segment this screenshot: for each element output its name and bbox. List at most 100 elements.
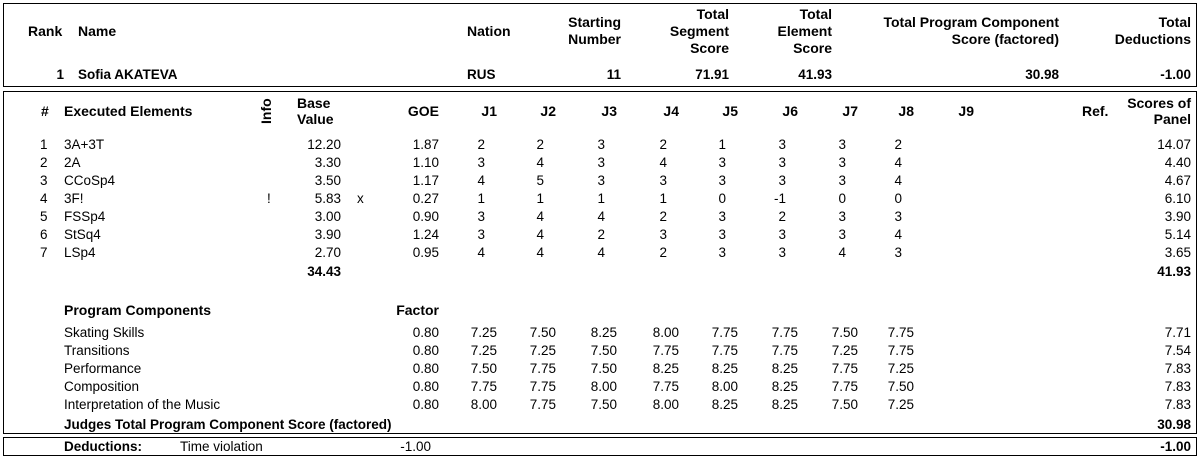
element-score-value: 41.93 bbox=[798, 67, 832, 82]
component-judge-score-j6: 7.75 bbox=[771, 343, 798, 358]
deductions-label: Deductions: bbox=[64, 439, 143, 454]
component-judge-score-j8: 7.25 bbox=[887, 397, 914, 412]
element-judge-score-j6: 3 bbox=[778, 245, 786, 260]
component-judge-score-j2: 7.25 bbox=[529, 343, 556, 358]
deductions-box: Deductions: Time violation -1.00 -1.00 bbox=[3, 437, 1197, 456]
element-row-number: 7 bbox=[40, 245, 48, 260]
element-base-value: 5.83 bbox=[314, 191, 341, 206]
nation-header: Nation bbox=[467, 23, 511, 39]
deductions-total: -1.00 bbox=[1160, 439, 1191, 454]
element-judge-score-j8: 3 bbox=[894, 245, 902, 260]
deduction-item-name: Time violation bbox=[180, 439, 263, 454]
judge-header-8: J8 bbox=[898, 103, 914, 119]
element-judge-score-j6: 3 bbox=[778, 227, 786, 242]
judge-header-3: J3 bbox=[601, 103, 617, 119]
element-judge-score-j4: 3 bbox=[659, 227, 667, 242]
component-judge-score-j4: 8.00 bbox=[652, 325, 679, 340]
name-header: Name bbox=[78, 23, 117, 39]
element-goe: 1.87 bbox=[412, 137, 439, 152]
element-judge-score-j6: 3 bbox=[778, 155, 786, 170]
element-judge-score-j4: 2 bbox=[659, 245, 667, 260]
component-judge-score-j5: 8.25 bbox=[711, 397, 738, 412]
component-judge-score-j8: 7.75 bbox=[887, 325, 914, 340]
element-panel-score: 3.65 bbox=[1164, 245, 1191, 260]
deductions-header-line2: Deductions bbox=[1114, 31, 1191, 47]
judge-header-4: J4 bbox=[663, 103, 679, 119]
element-judge-score-j1: 3 bbox=[477, 209, 485, 224]
component-judge-score-j6: 8.25 bbox=[771, 379, 798, 394]
element-base-value: 3.90 bbox=[314, 227, 341, 242]
element-row-number: 4 bbox=[40, 191, 48, 206]
element-judge-score-j5: 3 bbox=[718, 155, 726, 170]
ref-header: Ref. bbox=[1082, 103, 1109, 119]
component-judge-score-j1: 8.00 bbox=[470, 397, 497, 412]
element-judge-score-j3: 3 bbox=[597, 137, 605, 152]
component-judge-score-j3: 7.50 bbox=[590, 343, 617, 358]
tpcs-header-line2: Score (factored) bbox=[951, 31, 1059, 47]
element-panel-score: 3.90 bbox=[1164, 209, 1191, 224]
element-judge-score-j8: 0 bbox=[894, 191, 902, 206]
component-factor: 0.80 bbox=[412, 379, 439, 394]
component-judge-score-j8: 7.25 bbox=[887, 361, 914, 376]
component-factor: 0.80 bbox=[412, 343, 439, 358]
component-judge-score-j2: 7.75 bbox=[529, 379, 556, 394]
element-judge-score-j4: 3 bbox=[659, 173, 667, 188]
judge-header-5: J5 bbox=[722, 103, 738, 119]
component-judge-score-j3: 7.50 bbox=[590, 397, 617, 412]
components-total-value: 30.98 bbox=[1157, 417, 1191, 432]
element-judge-score-j2: 1 bbox=[536, 191, 544, 206]
component-judge-score-j4: 8.00 bbox=[652, 397, 679, 412]
component-panel-score: 7.83 bbox=[1164, 361, 1191, 376]
tpcs-header-line1: Total Program Component bbox=[883, 14, 1059, 30]
component-judge-score-j4: 7.75 bbox=[652, 379, 679, 394]
component-judge-score-j3: 8.25 bbox=[590, 325, 617, 340]
component-panel-score: 7.54 bbox=[1164, 343, 1191, 358]
component-judge-score-j1: 7.25 bbox=[470, 325, 497, 340]
tpcs-value: 30.98 bbox=[1025, 67, 1059, 82]
element-judge-score-j2: 5 bbox=[536, 173, 544, 188]
component-name: Interpretation of the Music bbox=[64, 397, 221, 412]
component-judge-score-j6: 7.75 bbox=[771, 325, 798, 340]
element-judge-score-j7: 3 bbox=[838, 227, 846, 242]
nation-value: RUS bbox=[467, 67, 496, 82]
starting-number-header-line1: Starting bbox=[568, 14, 621, 30]
element-bonus-mark: x bbox=[357, 191, 364, 206]
component-judge-score-j2: 7.50 bbox=[529, 325, 556, 340]
element-row-number: 5 bbox=[40, 209, 48, 224]
element-row-number: 6 bbox=[40, 227, 48, 242]
element-judge-score-j8: 4 bbox=[894, 155, 902, 170]
element-judge-score-j6: 2 bbox=[778, 209, 786, 224]
scores-detail-box: # Executed Elements Info Base Value GOE … bbox=[3, 91, 1197, 434]
element-judge-score-j4: 4 bbox=[659, 155, 667, 170]
element-base-value: 12.20 bbox=[307, 137, 341, 152]
component-judge-score-j5: 7.75 bbox=[711, 343, 738, 358]
element-code: CCoSp4 bbox=[64, 173, 116, 188]
element-info-mark: ! bbox=[267, 191, 271, 206]
element-judge-score-j6: 3 bbox=[778, 173, 786, 188]
element-judge-score-j5: 3 bbox=[718, 173, 726, 188]
element-judge-score-j2: 4 bbox=[536, 209, 544, 224]
component-factor: 0.80 bbox=[412, 325, 439, 340]
scores-of-panel-header-line2: Panel bbox=[1153, 111, 1191, 127]
element-goe: 1.10 bbox=[412, 155, 439, 170]
scores-of-panel-header-line1: Scores of bbox=[1127, 95, 1191, 111]
component-panel-score: 7.71 bbox=[1164, 325, 1191, 340]
element-judge-score-j3: 3 bbox=[597, 173, 605, 188]
element-score-header-line3: Score bbox=[793, 40, 832, 56]
element-judge-score-j3: 2 bbox=[597, 227, 605, 242]
element-row-number: 1 bbox=[40, 137, 48, 152]
element-judge-score-j3: 4 bbox=[597, 209, 605, 224]
element-goe: 1.17 bbox=[412, 173, 439, 188]
element-judge-score-j5: 0 bbox=[718, 191, 726, 206]
judge-header-6: J6 bbox=[782, 103, 798, 119]
element-judge-score-j1: 4 bbox=[477, 173, 485, 188]
element-panel-score: 14.07 bbox=[1157, 137, 1191, 152]
element-base-value: 2.70 bbox=[314, 245, 341, 260]
element-code: StSq4 bbox=[64, 227, 101, 242]
element-judge-score-j1: 3 bbox=[477, 227, 485, 242]
component-judge-score-j7: 7.50 bbox=[831, 397, 858, 412]
element-goe: 0.27 bbox=[412, 191, 439, 206]
element-judge-score-j8: 4 bbox=[894, 227, 902, 242]
starting-number-value: 11 bbox=[606, 67, 621, 82]
component-judge-score-j1: 7.75 bbox=[470, 379, 497, 394]
